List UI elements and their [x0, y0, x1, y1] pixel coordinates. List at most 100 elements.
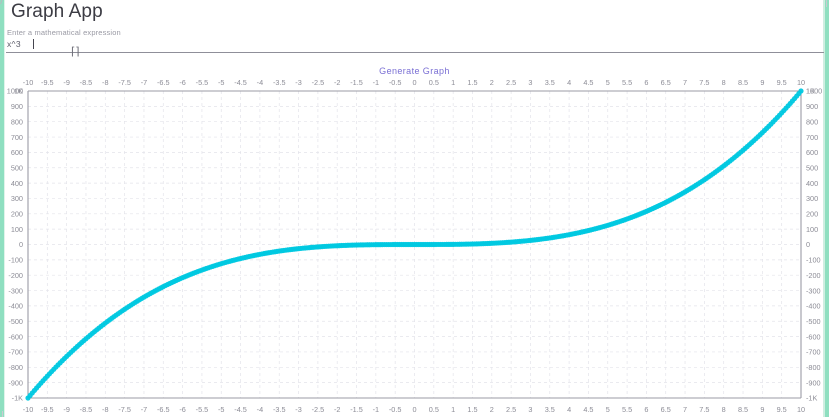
x-axis-tick-label-top: -3	[295, 78, 302, 87]
data-point-marker	[798, 88, 804, 94]
text-caret	[33, 39, 34, 49]
x-axis-tick-label-bottom: 6.5	[661, 405, 671, 414]
x-axis-tick-label-bottom: 4.5	[583, 405, 593, 414]
x-axis-tick-label-top: 9.5	[777, 78, 787, 87]
window-corner-arc-bottom-left	[2, 411, 16, 417]
x-axis-tick-label-top: -7	[141, 78, 148, 87]
y-axis-tick-label-right: 1000	[806, 87, 822, 96]
x-axis-tick-label-top: 4	[567, 78, 571, 87]
y-axis-tick-label-right: 300	[806, 194, 818, 203]
x-axis-tick-label-bottom: -1	[373, 405, 380, 414]
x-axis-tick-label-top: 0	[412, 78, 416, 87]
y-axis-tick-label-left: 400	[11, 179, 23, 188]
y-axis-tick-label-right: -600	[806, 332, 821, 341]
y-axis-tick-label-right: 600	[806, 148, 818, 157]
y-axis-tick-label-left: -200	[8, 271, 23, 280]
x-axis-tick-label-bottom: -7.5	[118, 405, 131, 414]
window-corner-arc-top-right	[813, 0, 827, 7]
y-axis-tick-label-right: -900	[806, 378, 821, 387]
x-axis-tick-label-bottom: -9	[63, 405, 70, 414]
page-title: Graph App	[11, 1, 103, 22]
x-axis-tick-label-bottom: 3	[528, 405, 532, 414]
y-axis-tick-label-left: -500	[8, 317, 23, 326]
x-axis-tick-label-bottom: 8.5	[738, 405, 748, 414]
x-axis-tick-label-top: 6	[644, 78, 648, 87]
window-frame-left-edge	[0, 0, 4, 417]
y-axis-tick-label-left: -300	[8, 286, 23, 295]
x-axis-tick-label-top: 3.5	[545, 78, 555, 87]
plot-frame-group	[27, 90, 802, 399]
x-axis-tick-label-bottom: 5	[606, 405, 610, 414]
x-axis-tick-label-top: -5	[218, 78, 225, 87]
x-axis-tick-label-top: 8	[722, 78, 726, 87]
expression-field-group[interactable]: Enter a mathematical expression x^3	[6, 28, 824, 54]
y-axis-tick-label-right: 0	[806, 240, 810, 249]
x-axis-tick-label-top: 5.5	[622, 78, 632, 87]
x-axis-tick-label-bottom: 9	[760, 405, 764, 414]
x-axis-tick-label-top: 4.5	[583, 78, 593, 87]
x-axis-tick-label-bottom: -7	[141, 405, 148, 414]
x-axis-tick-label-top: 6.5	[661, 78, 671, 87]
graph-plot[interactable]: -10 -10 -9.5 -9.5 -9 -9 -8.5 -8.5 -8 -8 -7.5 -7.5 -7…	[0, 74, 829, 417]
x-axis-tick-label-top: -6	[179, 78, 186, 87]
x-axis-tick-label-top: -8	[102, 78, 109, 87]
x-axis-tick-label-top: -1.5	[350, 78, 363, 87]
y-axis-tick-label-right: 400	[806, 179, 818, 188]
y-axis-tick-label-right: -400	[806, 302, 821, 311]
x-axis-tick-label-bottom: 10	[797, 405, 805, 414]
x-axis-tick-label-bottom: -1.5	[350, 405, 363, 414]
y-axis-tick-label-right: -500	[806, 317, 821, 326]
expression-input[interactable]: x^3	[7, 39, 21, 49]
y-axis-tick-label-left-overlap: 1K	[14, 87, 23, 96]
y-axis-tick-label-left: 200	[11, 210, 23, 219]
y-axis-tick-label-left: -400	[8, 302, 23, 311]
y-axis-tick-label-right: -800	[806, 363, 821, 372]
y-axis-tick-label-left: 900	[11, 102, 23, 111]
x-axis-tick-label-bottom: 8	[722, 405, 726, 414]
y-axis-tick-label-right: 200	[806, 210, 818, 219]
x-axis-tick-label-top: -7.5	[118, 78, 131, 87]
y-axis-tick-label-left: 1000	[7, 87, 23, 96]
x-axis-tick-label-bottom: 5.5	[622, 405, 632, 414]
y-axis-tick-label-right: 500	[806, 163, 818, 172]
y-axis-tick-label-left: 100	[11, 225, 23, 234]
x-axis-tick-label-bottom: 1	[451, 405, 455, 414]
x-axis-tick-label-bottom: 1.5	[467, 405, 477, 414]
x-axis-tick-label-bottom: -10	[23, 405, 34, 414]
x-axis-tick-label-top: 2.5	[506, 78, 516, 87]
expression-field-underline	[6, 52, 824, 53]
x-axis-tick-label-top: -5.5	[196, 78, 209, 87]
x-axis-tick-label-top: -6.5	[157, 78, 170, 87]
y-axis-tick-label-left: 700	[11, 133, 23, 142]
x-axis-tick-label-top: 0.5	[429, 78, 439, 87]
y-axis-tick-label-left: -900	[8, 378, 23, 387]
y-axis-tick-label-left: 600	[11, 148, 23, 157]
y-axis-tick-label-right: -300	[806, 286, 821, 295]
y-axis-tick-label-left: -1K	[12, 394, 23, 403]
window-frame-right-edge	[825, 0, 829, 417]
x-axis-tick-label-top: -2.5	[312, 78, 325, 87]
x-axis-tick-label-bottom: -2	[334, 405, 341, 414]
y-axis-tick-label-right: 900	[806, 102, 818, 111]
x-axis-tick-label-top: -0.5	[389, 78, 402, 87]
x-axis-tick-label-bottom: 7	[683, 405, 687, 414]
expression-field-label: Enter a mathematical expression	[7, 28, 121, 37]
x-axis-tick-label-bottom: 4	[567, 405, 571, 414]
x-axis-tick-label-top: -2	[334, 78, 341, 87]
x-axis-tick-label-bottom: -9.5	[41, 405, 54, 414]
y-axis-tick-label-left: -800	[8, 363, 23, 372]
x-axis-tick-label-bottom: 2	[490, 405, 494, 414]
x-axis-tick-label-bottom: 2.5	[506, 405, 516, 414]
x-axis-tick-label-top: -4.5	[234, 78, 247, 87]
y-axis-tick-label-right: -100	[806, 256, 821, 265]
x-axis-tick-label-bottom: -2.5	[312, 405, 325, 414]
x-axis-tick-label-bottom: -8	[102, 405, 109, 414]
mouse-text-cursor-icon: ⌈⌉	[71, 46, 80, 58]
graph-svg-canvas: -10-10-9.5-9.5-9-9-8.5-8.5-8-8-7.5-7.5-7…	[7, 78, 822, 414]
x-axis-tick-label-top: 2	[490, 78, 494, 87]
generate-graph-button[interactable]: Generate Graph	[352, 62, 477, 78]
x-axis-tick-label-bottom: -5.5	[196, 405, 209, 414]
x-axis-tick-label-bottom: 7.5	[699, 405, 709, 414]
x-axis-tick-label-top: 7	[683, 78, 687, 87]
